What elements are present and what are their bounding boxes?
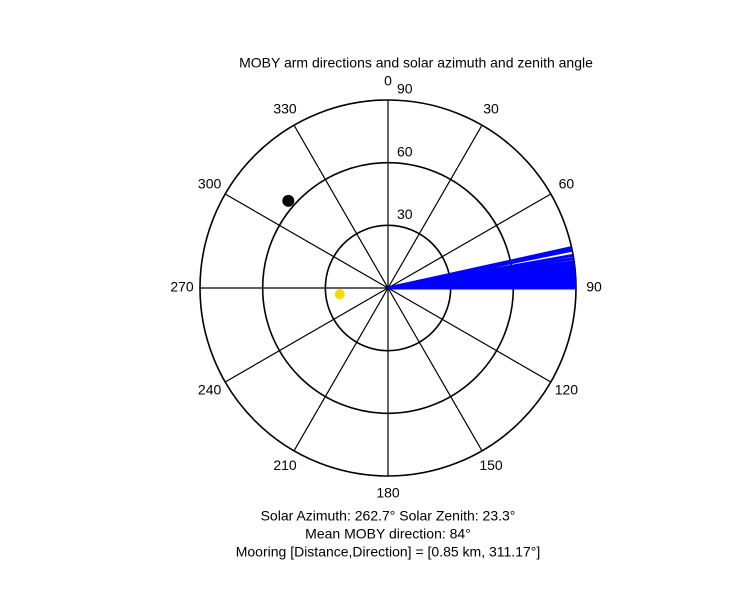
- spoke: [387, 287, 552, 383]
- mooring-marker: [282, 194, 295, 207]
- theta-tick-label: 30: [483, 100, 499, 116]
- annotation: Solar Azimuth: 262.7° Solar Zenith: 23.3…: [261, 508, 516, 524]
- theta-tick-label: 120: [555, 382, 579, 398]
- theta-tick-label: 180: [376, 485, 400, 501]
- theta-tick-label: 240: [198, 382, 222, 398]
- annotation: Mean MOBY direction: 84°: [305, 526, 471, 542]
- theta-tick-label: 0: [384, 73, 392, 89]
- theta-tick-label: 270: [170, 279, 194, 295]
- spoke: [224, 287, 389, 383]
- r-tick-label: 90: [397, 81, 413, 97]
- spoke: [387, 287, 483, 452]
- theta-tick-label: 150: [479, 457, 503, 473]
- r-tick-label: 60: [397, 143, 413, 159]
- theta-tick-label: 90: [586, 279, 602, 295]
- theta-tick-label: 210: [273, 457, 297, 473]
- sun-marker: [334, 289, 345, 300]
- chart-title: MOBY arm directions and solar azimuth an…: [239, 55, 593, 71]
- annotation: Mooring [Distance,Direction] = [0.85 km,…: [236, 544, 541, 560]
- theta-tick-label: 330: [273, 100, 297, 116]
- spoke: [293, 124, 389, 289]
- r-tick-label: 30: [397, 206, 413, 222]
- spoke: [387, 193, 552, 289]
- spoke: [387, 124, 483, 289]
- spoke: [293, 287, 389, 452]
- spoke: [224, 193, 389, 289]
- theta-tick-label: 60: [559, 176, 575, 192]
- theta-tick-label: 300: [198, 176, 222, 192]
